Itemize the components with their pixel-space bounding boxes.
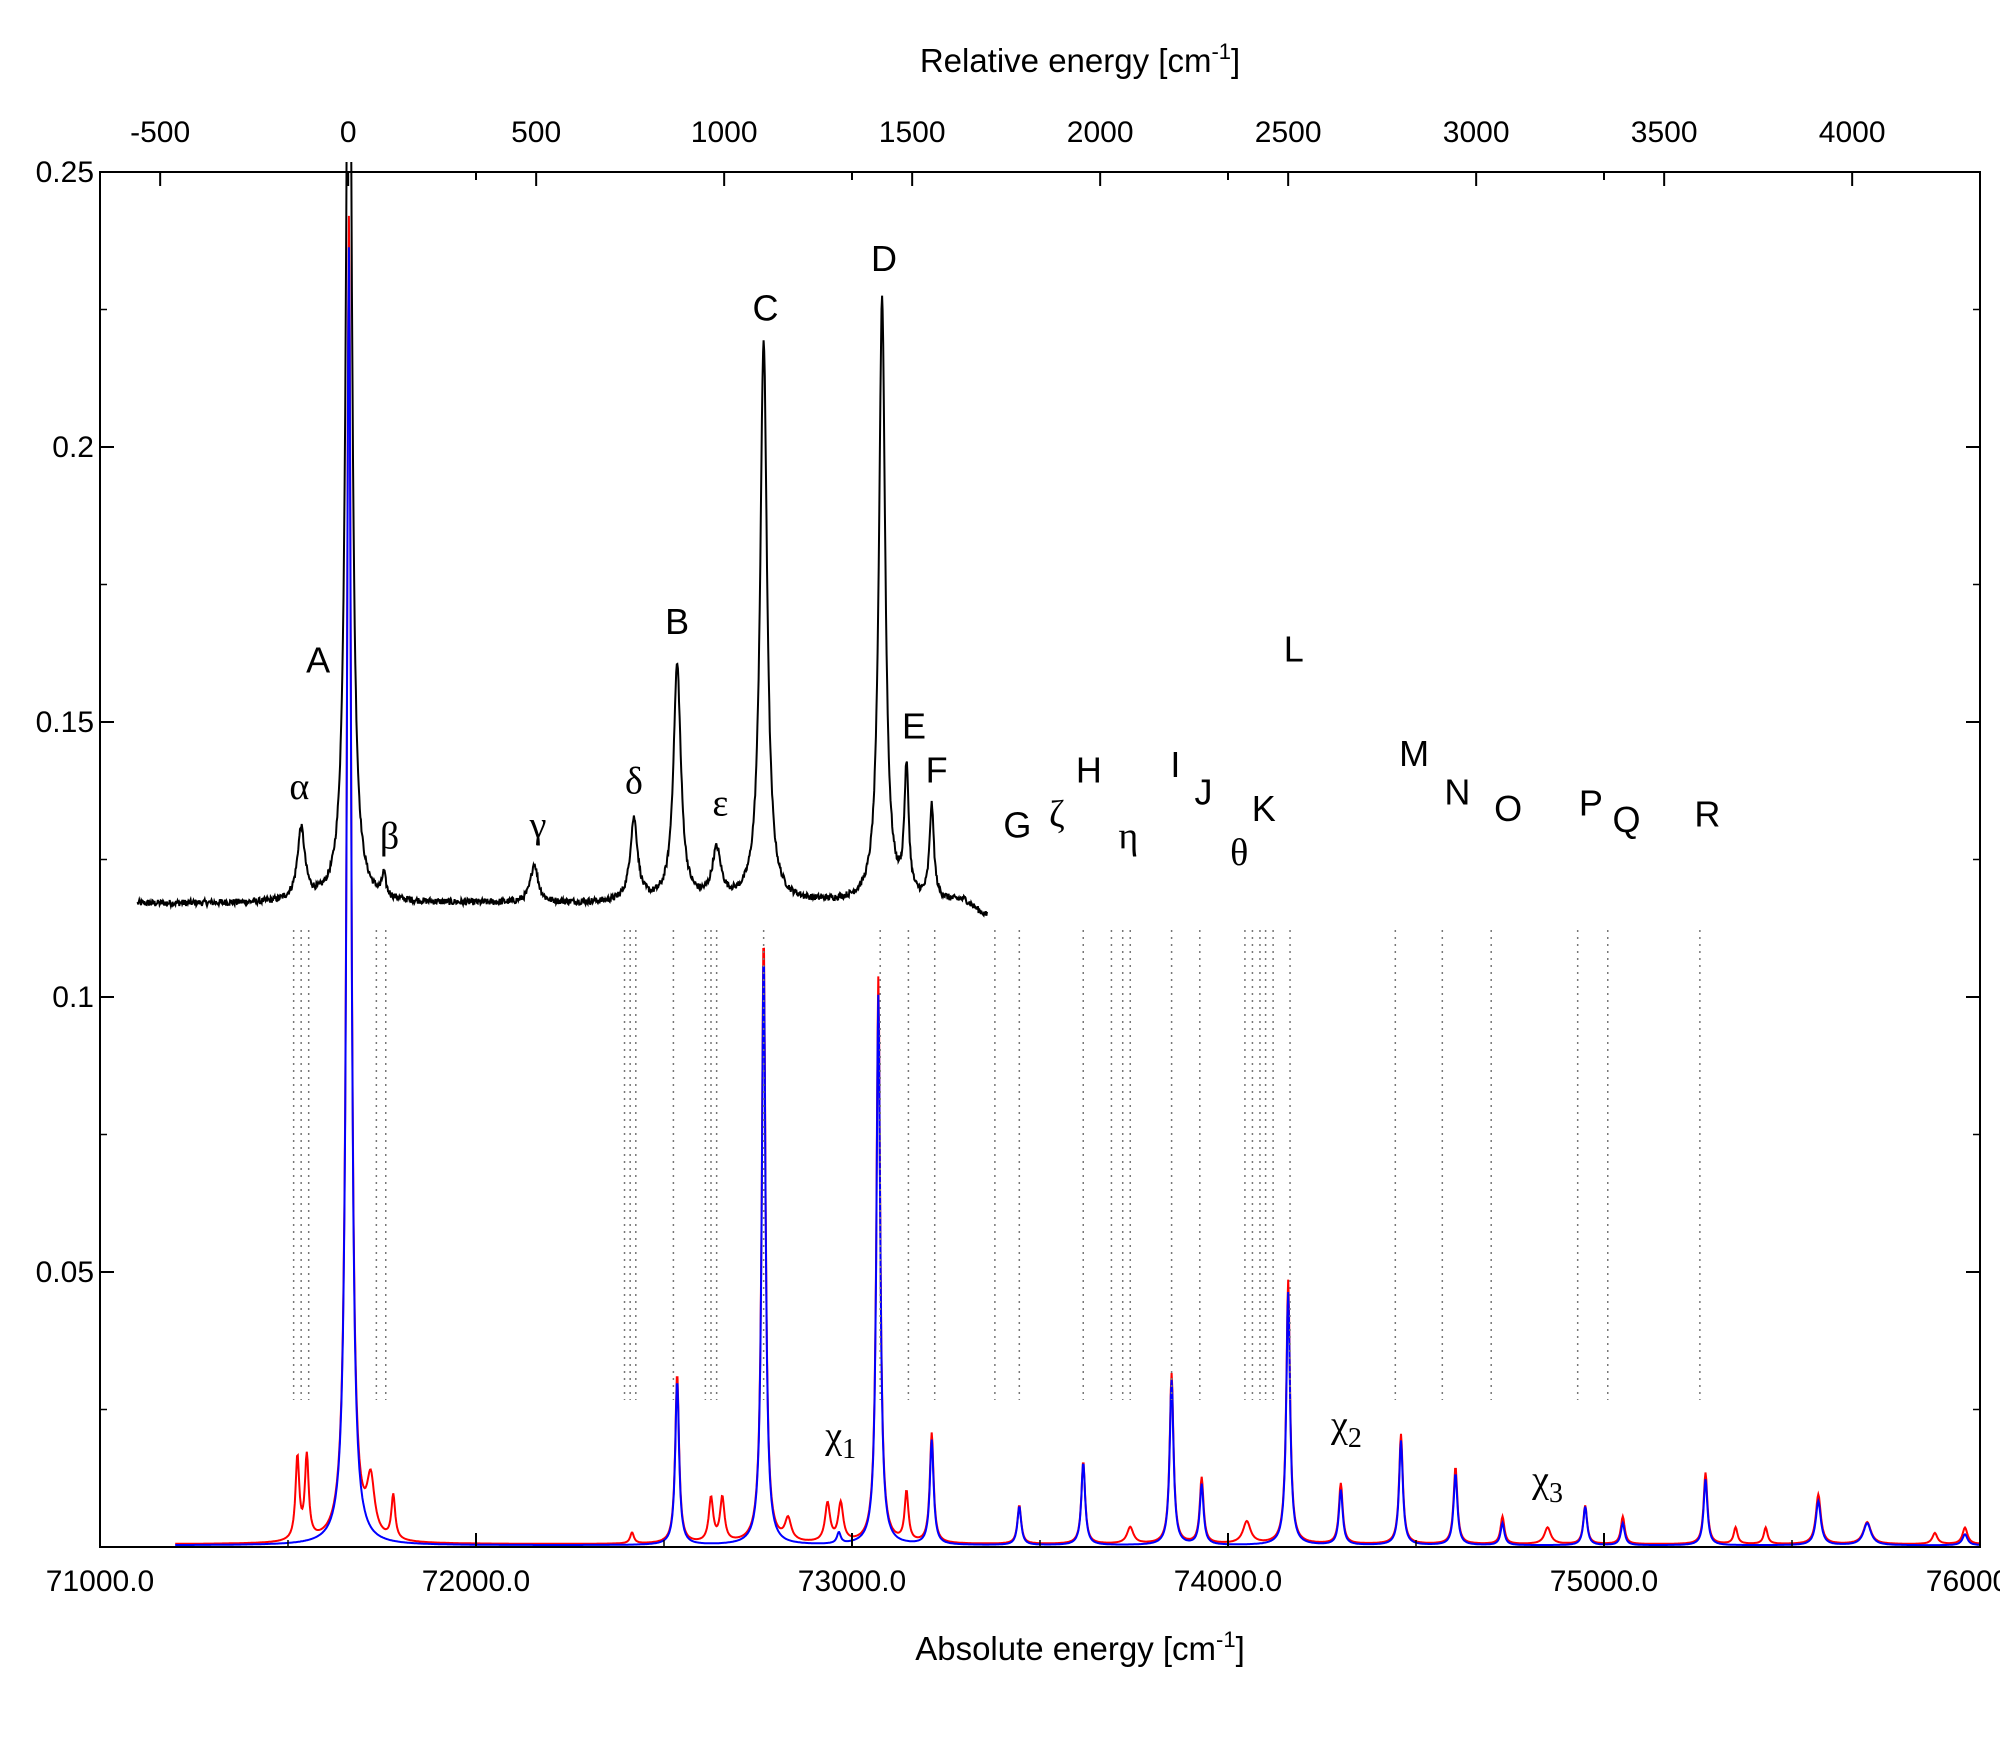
- x-tick-label: 76000.0: [1926, 1565, 2000, 1598]
- x2-tick-label: 4000: [1819, 116, 1886, 149]
- peak-label-L: L: [1284, 629, 1304, 670]
- peak-label-O: O: [1494, 788, 1522, 829]
- peak-label-C: C: [753, 288, 779, 329]
- peak-label-P: P: [1579, 783, 1603, 824]
- y-tick-label: 0.05: [36, 1256, 94, 1289]
- y-tick-label: 0.1: [52, 981, 94, 1014]
- x2-tick-label: 3000: [1443, 116, 1510, 149]
- peak-label-ζ: ζ: [1049, 794, 1065, 836]
- x2-tick-label: 1000: [691, 116, 758, 149]
- peak-label-D: D: [871, 238, 897, 279]
- peak-label-γ: γ: [529, 805, 547, 847]
- x2-tick-label: 500: [511, 116, 561, 149]
- peak-label-E: E: [902, 706, 926, 747]
- dotted-guides: [292, 930, 1701, 1400]
- x-tick-label: 74000.0: [1174, 1565, 1282, 1598]
- x2-tick-label: -500: [130, 116, 190, 149]
- x-tick-label: 72000.0: [422, 1565, 530, 1598]
- x2-tick-label: 2500: [1255, 116, 1322, 149]
- x2-tick-label: 0: [340, 116, 357, 149]
- peak-label-J: J: [1195, 772, 1213, 813]
- peak-label-α: α: [289, 766, 309, 808]
- peak-label-β: β: [380, 816, 399, 858]
- peak-label-ε: ε: [712, 783, 728, 825]
- peak-label-δ: δ: [625, 761, 643, 803]
- peak-label-A: A: [306, 640, 330, 681]
- peak-label-H: H: [1076, 750, 1102, 791]
- x2-axis-label: Relative energy [cm-1]: [920, 39, 1240, 79]
- x-axis-label: Absolute energy [cm-1]: [915, 1627, 1245, 1667]
- x2-tick-label: 3500: [1631, 116, 1698, 149]
- x2-tick-label: 2000: [1067, 116, 1134, 149]
- peak-label-K: K: [1252, 788, 1276, 829]
- peak-label-M: M: [1399, 733, 1429, 774]
- x-tick-label: 73000.0: [798, 1565, 906, 1598]
- peak-label-N: N: [1444, 772, 1470, 813]
- series-line-0: [136, 162, 988, 918]
- x2-tick-label: 1500: [879, 116, 946, 149]
- peak-label-B: B: [665, 601, 689, 642]
- peak-label-I: I: [1170, 744, 1180, 785]
- peak-label-G: G: [1003, 805, 1031, 846]
- y-tick-label: 0.2: [52, 431, 94, 464]
- x-tick-label: 71000.0: [46, 1565, 154, 1598]
- peak-label-η: η: [1118, 816, 1138, 858]
- y-tick-label: 0.25: [36, 156, 94, 189]
- peak-label-F: F: [926, 750, 948, 791]
- peak-label-Q: Q: [1613, 799, 1641, 840]
- peak-label-θ: θ: [1230, 832, 1248, 874]
- x-tick-label: 75000.0: [1550, 1565, 1658, 1598]
- axes: 71000.0 72000.0 73000.0 74000.0 75000.0 76000…: [36, 39, 2000, 1667]
- y-tick-label: 0.15: [36, 706, 94, 739]
- peak-label-R: R: [1694, 794, 1720, 835]
